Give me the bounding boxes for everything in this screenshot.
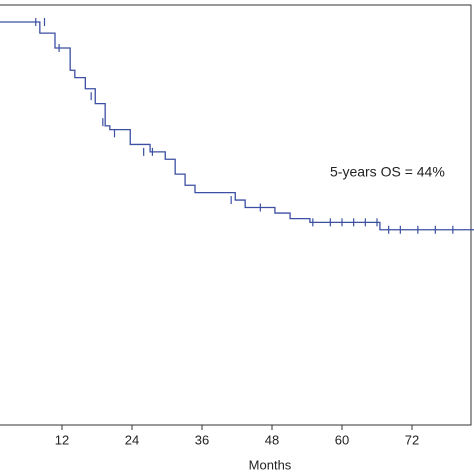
x-tick-label: 48 (265, 432, 279, 447)
survival-curve (0, 21, 474, 231)
x-tick-label: 12 (55, 432, 69, 447)
x-tick-label: 36 (195, 432, 209, 447)
x-tick-label: 60 (335, 432, 349, 447)
annotation: 5-years OS = 44% (330, 164, 445, 180)
plot-frame (0, 4, 472, 426)
x-tick-label: 24 (125, 432, 139, 447)
x-axis-label: Months (249, 457, 292, 472)
x-tick-label: 72 (405, 432, 419, 447)
